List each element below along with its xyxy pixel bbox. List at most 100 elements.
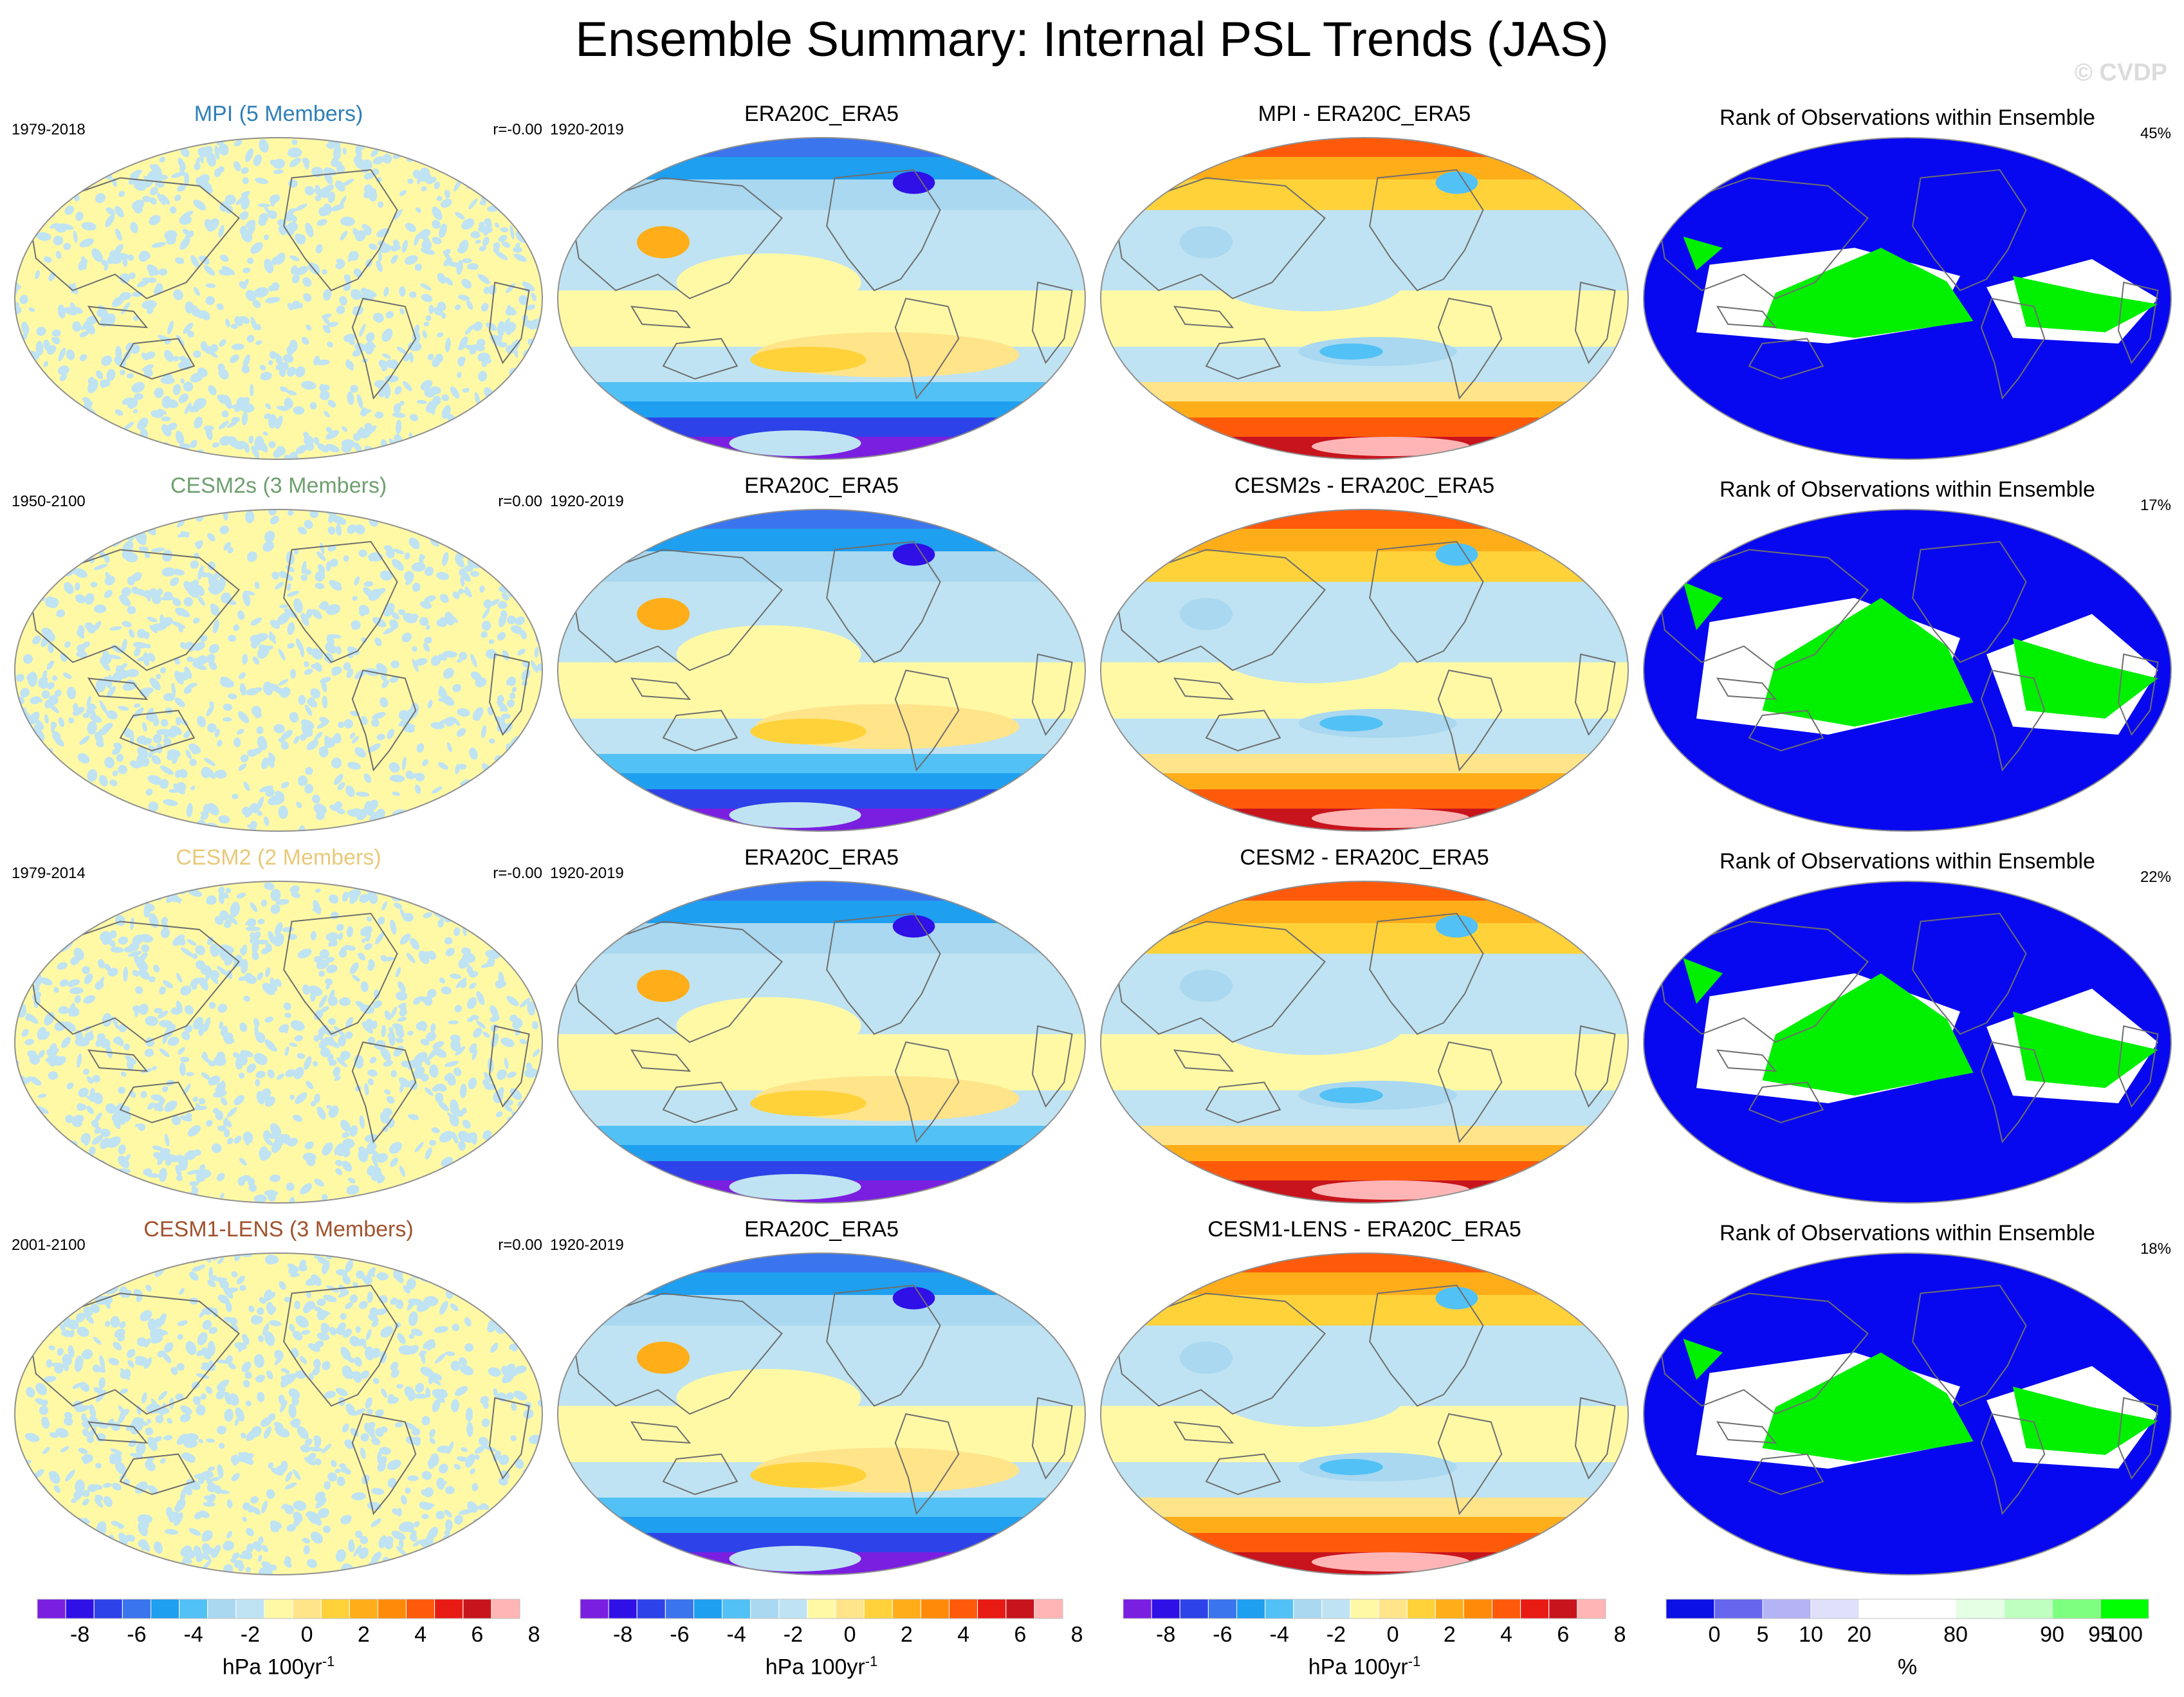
colorbar-tick-label: 8 (1613, 1622, 1626, 1647)
colorbar-tick-label: 10 (1799, 1622, 1823, 1647)
r-value-label: r=-0.00 (493, 121, 542, 138)
colorbar-segment (179, 1599, 208, 1619)
colorbar-tick-label: 4 (414, 1622, 427, 1647)
colorbar-segment (37, 1599, 66, 1619)
colorbar-segment (2003, 1599, 2053, 1619)
colorbar-units-exponent: -1 (322, 1653, 335, 1669)
colorbar-segment (2100, 1599, 2149, 1619)
colorbar-segment (1179, 1599, 1209, 1619)
obs-period-label: 1920-2019 (550, 493, 624, 510)
colorbar-segment (949, 1599, 978, 1619)
model-map (15, 138, 542, 459)
colorbar-segment (1034, 1599, 1063, 1619)
colorbar-segment (1666, 1599, 1715, 1619)
colorbar-units: hPa 100yr-1 (37, 1653, 520, 1680)
colorbar-segment (93, 1599, 123, 1619)
colorbar-tick-label: 0 (300, 1622, 313, 1647)
colorbar-segment (349, 1599, 378, 1619)
colorbar-segment (750, 1599, 780, 1619)
coastline (570, 912, 1073, 1144)
coastline (1656, 1284, 2159, 1516)
colorbar-segment (1406, 1599, 1436, 1619)
colorbar-tick-label: -8 (70, 1622, 90, 1647)
colorbar-segment (892, 1599, 921, 1619)
coastline (1113, 169, 1616, 400)
colorbar-segment (406, 1599, 436, 1619)
colorbar-tick-label: -4 (1269, 1622, 1289, 1647)
colorbar-segment (1435, 1599, 1464, 1619)
obs-map (558, 1253, 1085, 1575)
colorbar-segment (1520, 1599, 1550, 1619)
colorbar-segment (434, 1599, 464, 1619)
colorbar-tick-label: -2 (240, 1622, 260, 1647)
diff-map (1101, 881, 1628, 1203)
colorbar-segment (2051, 1599, 2101, 1619)
coastline (570, 1284, 1073, 1516)
map-border (14, 509, 543, 832)
colorbar-segment (1955, 1599, 2005, 1619)
colorbar-segment (1207, 1599, 1238, 1619)
colorbar-frame (1123, 1599, 1606, 1619)
colorbar-segment (977, 1599, 1007, 1619)
colorbar-tick-label: 80 (1943, 1622, 1968, 1647)
r-value-label: r=0.00 (498, 493, 542, 510)
colorbar-frame (1666, 1599, 2149, 1619)
colorbar-tick-label: -2 (783, 1622, 803, 1647)
map-border (557, 1252, 1086, 1575)
r-value-label: r=0.00 (498, 1236, 542, 1254)
coastline (1656, 169, 2159, 400)
colorbar-segment (1907, 1599, 1956, 1619)
colorbar-segment (1350, 1599, 1379, 1619)
obs-map (558, 881, 1085, 1203)
diff-panel-title: CESM1-LENS - ERA20C_ERA5 (1207, 1217, 1521, 1242)
colorbar-segment (636, 1599, 666, 1619)
obs-panel-title: ERA20C_ERA5 (744, 102, 899, 126)
colorbar-units-exponent: -1 (865, 1653, 878, 1669)
colorbar-tick-label: 2 (1443, 1622, 1456, 1647)
colorbar-tick-label: 95 (2088, 1622, 2113, 1647)
coastline (1113, 1284, 1616, 1516)
obs-period-label: 1920-2019 (550, 865, 624, 882)
colorbar-segment (320, 1599, 350, 1619)
colorbar-tick-label: 8 (1070, 1622, 1083, 1647)
colorbar-tick-label: 90 (2040, 1622, 2064, 1647)
period-label: 1979-2014 (12, 865, 86, 882)
colorbar-units-text: % (1897, 1655, 1918, 1680)
rank-percent: 45% (2140, 125, 2171, 142)
colorbar-tick-label: -6 (1213, 1622, 1233, 1647)
colorbar-frame (580, 1599, 1063, 1619)
colorbar-tick-label: -2 (1326, 1622, 1346, 1647)
page-title: Ensemble Summary: Internal PSL Trends (J… (575, 12, 1609, 67)
map-border (14, 137, 543, 460)
model-panel-title: CESM1-LENS (3 Members) (143, 1217, 414, 1242)
colorbar-tick-label: 5 (1756, 1622, 1769, 1647)
colorbar-units-text: hPa 100yr (1308, 1655, 1408, 1680)
colorbar-tick-label: 4 (1500, 1622, 1513, 1647)
rank-map (1644, 881, 2171, 1203)
period-label: 1979-2018 (12, 121, 86, 138)
colorbar-segment (920, 1599, 950, 1619)
model-map (15, 1253, 542, 1575)
colorbar-segment (1265, 1599, 1294, 1619)
colorbar-units-exponent: -1 (1408, 1653, 1421, 1669)
colorbar-segment (292, 1599, 322, 1619)
colorbar-segment (1236, 1599, 1266, 1619)
map-border (1100, 137, 1629, 460)
colorbar-segment (665, 1599, 695, 1619)
colorbar-tick-label: -8 (613, 1622, 633, 1647)
rank-map (1644, 138, 2171, 459)
coastline (1656, 912, 2159, 1144)
colorbar-tick-label: 2 (357, 1622, 370, 1647)
colorbar-segment (1548, 1599, 1578, 1619)
colorbar-units: hPa 100yr-1 (580, 1653, 1063, 1680)
colorbar-segment (693, 1599, 723, 1619)
model-map (15, 509, 542, 831)
colorbar-segment (1123, 1599, 1152, 1619)
colorbar-units-text: hPa 100yr (222, 1655, 322, 1680)
colorbar-segment (65, 1599, 95, 1619)
colorbar-frame (37, 1599, 520, 1619)
obs-map (558, 138, 1085, 459)
colorbar-segment (1810, 1599, 1860, 1619)
coastline (27, 912, 530, 1144)
